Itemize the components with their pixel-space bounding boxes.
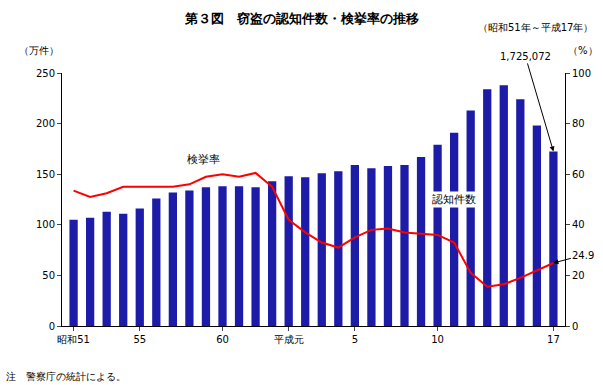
svg-text:40: 40	[572, 219, 585, 230]
svg-text:（%）: （%）	[568, 45, 598, 56]
svg-text:55: 55	[133, 334, 146, 345]
svg-text:第３図 窃盗の認知件数・検挙率の推移: 第３図 窃盗の認知件数・検挙率の推移	[184, 11, 419, 26]
svg-text:150: 150	[36, 169, 55, 180]
svg-text:200: 200	[36, 118, 55, 129]
svg-text:20: 20	[572, 270, 585, 281]
svg-text:（万件）: （万件）	[19, 45, 59, 56]
svg-text:80: 80	[572, 118, 585, 129]
svg-text:注 警察庁の統計による。: 注 警察庁の統計による。	[6, 371, 126, 382]
svg-text:24.9: 24.9	[572, 250, 594, 261]
svg-text:100: 100	[572, 68, 591, 79]
svg-text:17: 17	[547, 334, 560, 345]
svg-text:認知件数: 認知件数	[432, 193, 476, 206]
svg-text:1,725,072: 1,725,072	[500, 51, 551, 62]
svg-text:50: 50	[42, 270, 55, 281]
svg-text:250: 250	[36, 68, 55, 79]
svg-text:（昭和51年～平成17年）: （昭和51年～平成17年）	[478, 22, 593, 33]
svg-text:0: 0	[49, 321, 55, 332]
svg-text:0: 0	[572, 321, 578, 332]
svg-text:60: 60	[216, 334, 229, 345]
svg-text:昭和51: 昭和51	[57, 334, 90, 345]
svg-text:5: 5	[352, 334, 358, 345]
svg-text:検挙率: 検挙率	[187, 153, 220, 166]
svg-text:平成元: 平成元	[274, 334, 304, 345]
svg-text:10: 10	[431, 334, 444, 345]
svg-text:100: 100	[36, 219, 55, 230]
svg-text:60: 60	[572, 169, 585, 180]
